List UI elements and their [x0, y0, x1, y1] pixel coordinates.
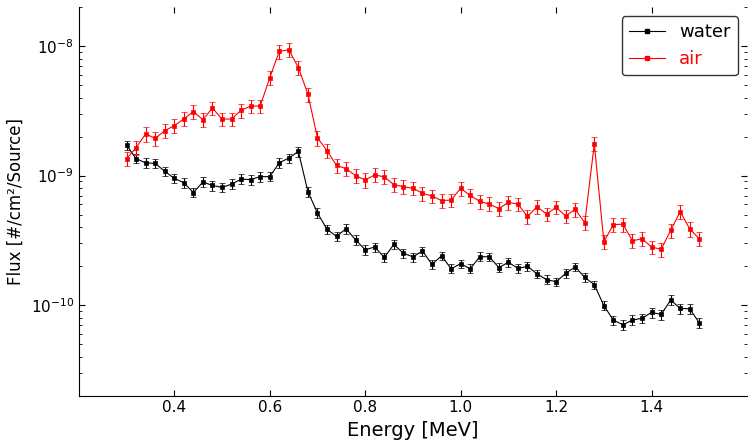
Y-axis label: Flux [#/cm²/Source]: Flux [#/cm²/Source] — [7, 118, 25, 285]
X-axis label: Energy [MeV]: Energy [MeV] — [347, 421, 479, 440]
Legend: water, air: water, air — [621, 16, 738, 76]
